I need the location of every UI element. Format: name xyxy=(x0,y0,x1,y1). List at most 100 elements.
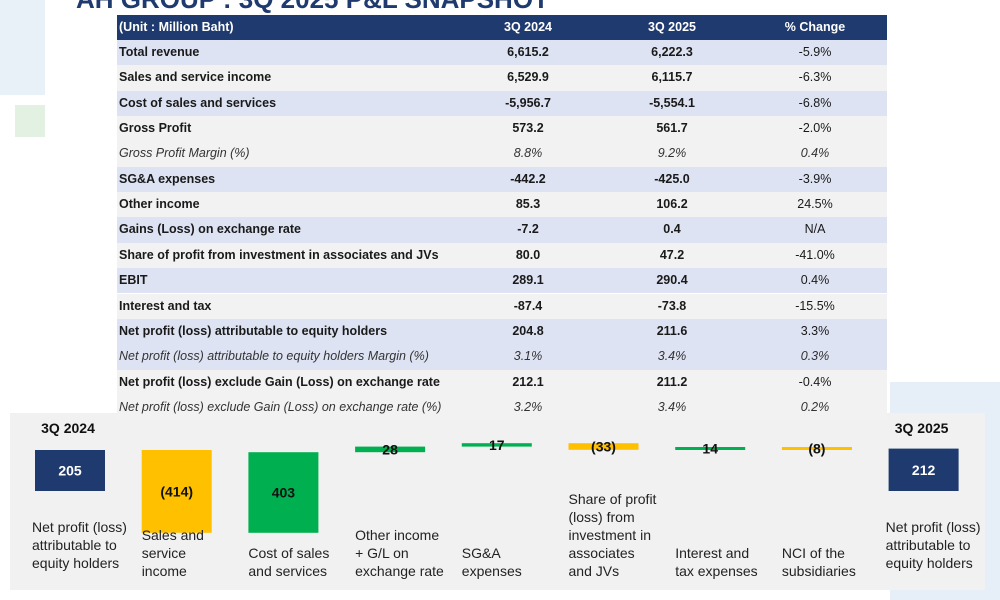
row-label: Net profit (loss) attributable to equity… xyxy=(119,349,429,364)
table-value: 6,115.7 xyxy=(651,70,693,85)
table-value: -87.4 xyxy=(513,298,543,313)
table-value: -6.3% xyxy=(798,70,832,85)
table-value: -2.0% xyxy=(798,121,832,136)
table-row-bg xyxy=(117,217,887,243)
row-label: Other income xyxy=(119,197,200,212)
table-value: 24.5% xyxy=(797,197,833,212)
table-row-bg xyxy=(117,394,887,421)
table-value: 3.2% xyxy=(513,399,543,414)
table-value: 204.8 xyxy=(512,323,544,338)
table-value: 3.3% xyxy=(800,323,830,338)
table-row-bg xyxy=(117,65,887,91)
table-row-bg xyxy=(117,166,887,193)
table-row-bg xyxy=(117,40,887,66)
category-label: Sales and service income xyxy=(141,527,204,579)
table-value: 47.2 xyxy=(659,247,685,262)
table-value: -425.0 xyxy=(654,171,690,186)
table-row-bg xyxy=(117,242,887,269)
table-row-bg xyxy=(117,192,887,218)
table-value: 8.8% xyxy=(513,146,543,161)
row-label: Cost of sales and services xyxy=(119,95,277,110)
waterfall-bar xyxy=(35,450,105,491)
waterfall-bar xyxy=(675,447,746,450)
row-label: Gains (Loss) on exchange rate xyxy=(119,222,301,237)
table-value: 0.4 xyxy=(663,222,681,237)
value-label: 28 xyxy=(382,441,398,457)
waterfall-bar xyxy=(888,448,959,491)
value-label: 17 xyxy=(489,437,505,453)
table-value: 211.2 xyxy=(656,374,688,389)
table-value: 3.1% xyxy=(513,349,543,364)
table-row-bg xyxy=(117,116,887,142)
waterfall-bar xyxy=(248,452,319,533)
table-header-cell: (Unit : Million Baht) xyxy=(119,20,234,34)
table-header-cell: % Change xyxy=(784,20,846,34)
table-value: 3.4% xyxy=(657,399,687,414)
row-label: Net profit (loss) exclude Gain (Loss) on… xyxy=(119,399,442,414)
table-value: 6,615.2 xyxy=(507,45,549,59)
table-value: -5,956.7 xyxy=(505,95,551,110)
row-label: SG&A expenses xyxy=(119,171,216,186)
table-value: 289.1 xyxy=(512,273,544,288)
end-label: 3Q 2025 xyxy=(895,420,949,436)
table-value: 212.1 xyxy=(512,374,544,389)
table-value: 0.2% xyxy=(800,399,830,414)
table-value: 0.4% xyxy=(800,146,830,161)
waterfall-bar xyxy=(568,443,639,450)
table-header-cell: 3Q 2024 xyxy=(504,20,552,34)
table-value: N/A xyxy=(804,222,826,237)
table-value: -6.8% xyxy=(798,95,832,110)
value-label: 205 xyxy=(58,463,82,479)
category-label: Other income + G/L on exchange rate xyxy=(355,527,444,579)
category-label: SG&A expenses xyxy=(461,545,522,579)
start-label: 3Q 2024 xyxy=(41,420,95,436)
row-label: Share of profit from investment in assoc… xyxy=(119,247,439,262)
table-value: -5,554.1 xyxy=(649,95,695,110)
table-row-bg xyxy=(117,369,887,395)
row-label: Interest and tax xyxy=(119,298,212,313)
category-label: Share of profit (loss) from investment i… xyxy=(568,491,657,579)
row-label: Total revenue xyxy=(119,45,200,59)
table-row-bg xyxy=(117,293,887,319)
table-value: 106.2 xyxy=(656,197,688,212)
row-label: Net profit (loss) exclude Gain (Loss) on… xyxy=(119,374,440,389)
table-value: 85.3 xyxy=(515,197,541,212)
value-label: (414) xyxy=(160,483,193,499)
table-value: 211.6 xyxy=(656,323,688,338)
table-value: 3.4% xyxy=(657,349,687,364)
category-label: Interest and tax expenses xyxy=(675,545,758,579)
table-row-bg xyxy=(117,344,887,370)
row-label: Gross Profit Margin (%) xyxy=(119,146,250,161)
table-value: -3.9% xyxy=(798,171,832,186)
category-label: Net profit (loss) attributable to equity… xyxy=(885,519,981,571)
waterfall-bar xyxy=(141,450,212,533)
waterfall-bar xyxy=(461,443,532,447)
decor xyxy=(15,105,45,137)
value-label: 212 xyxy=(912,462,936,478)
value-label: 14 xyxy=(702,441,718,457)
row-label: Sales and service income xyxy=(119,70,272,85)
table-header-cell: 3Q 2025 xyxy=(648,20,696,34)
table-value: 6,222.3 xyxy=(651,45,693,59)
row-label: EBIT xyxy=(119,273,148,288)
table-value: -5.9% xyxy=(798,45,832,59)
table-row-bg xyxy=(117,141,887,167)
table-row-bg xyxy=(117,268,887,294)
table-value: -73.8 xyxy=(657,298,687,313)
table-value: 9.2% xyxy=(657,146,687,161)
table-value: 6,529.9 xyxy=(507,70,549,85)
value-label: (33) xyxy=(591,439,616,455)
row-label: Net profit (loss) attributable to equity… xyxy=(119,323,388,338)
row-label: Gross Profit xyxy=(119,121,192,136)
table-header-bg xyxy=(117,15,887,40)
table-row-bg xyxy=(117,90,887,117)
table-value: 80.0 xyxy=(515,247,541,262)
category-label: NCI of the subsidiaries xyxy=(781,545,856,579)
table-value: 0.4% xyxy=(800,273,830,288)
waterfall-bar xyxy=(781,447,852,450)
table-row-bg xyxy=(117,318,887,345)
slide-title: AH GROUP : 3Q 2025 P&L SNAPSHOT xyxy=(76,0,549,15)
table-value: -0.4% xyxy=(798,374,832,389)
